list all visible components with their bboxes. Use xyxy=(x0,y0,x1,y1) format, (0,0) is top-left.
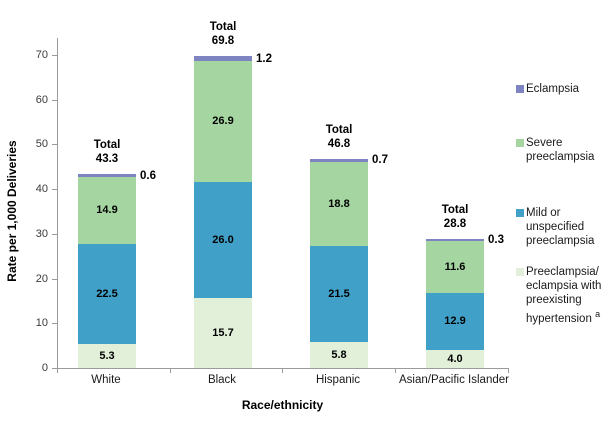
legend-swatch xyxy=(516,85,524,93)
total-label: Total 43.3 xyxy=(93,139,121,166)
total-label: Total 69.8 xyxy=(209,20,237,47)
segment-value: 5.3 xyxy=(99,350,115,363)
legend-swatch xyxy=(516,139,524,147)
segment-value: 4.0 xyxy=(447,353,463,366)
y-tick-label: 70 xyxy=(35,49,48,61)
segment-mild: 21.5 xyxy=(310,245,368,343)
segment-mild: 22.5 xyxy=(78,243,136,345)
x-category-label: White xyxy=(91,374,121,386)
legend-item-eclampsia: Eclampsia xyxy=(516,82,615,96)
y-tick-label: 0 xyxy=(41,362,48,374)
x-tick-mark xyxy=(395,369,396,373)
chart-legend: Eclampsia Severe preeclampsia Mild or unsp… xyxy=(516,80,615,340)
segment-severe: 14.9 xyxy=(78,177,136,244)
bar-asian-pacific-islander: 4.0 12.9 11.6 xyxy=(426,239,484,368)
legend-item-mild: Mild or unspecified preeclampsia xyxy=(516,206,615,248)
total-label: Total 46.8 xyxy=(325,123,353,150)
legend-label: Preeclampsia/ eclampsia with preexisting… xyxy=(526,266,602,325)
eclampsia-value: 0.7 xyxy=(372,154,388,167)
legend-item-preeclampsia: Preeclampsia/ eclampsia with preexisting… xyxy=(516,265,615,326)
legend-swatch xyxy=(516,268,524,276)
segment-value: 26.9 xyxy=(212,115,234,128)
legend-label: Mild or unspecified preeclampsia xyxy=(526,207,595,247)
total-label: Total 28.8 xyxy=(441,204,469,231)
y-tick-label: 40 xyxy=(35,183,48,196)
segment-eclampsia xyxy=(310,158,368,162)
y-tick-label: 10 xyxy=(35,317,48,330)
bar-hispanic: 5.8 21.5 18.8 xyxy=(310,158,368,368)
segment-severe: 26.9 xyxy=(194,61,252,182)
legend-swatch xyxy=(516,209,524,217)
segment-eclampsia xyxy=(426,239,484,241)
segment-value: 14.9 xyxy=(96,204,118,217)
y-tick-label: 50 xyxy=(35,138,48,151)
x-tick-mark xyxy=(57,369,58,373)
segment-eclampsia xyxy=(194,55,252,62)
segment-value: 26.0 xyxy=(212,233,234,246)
bar-black: 15.7 26.0 26.9 xyxy=(194,55,252,368)
segment-value: 5.8 xyxy=(331,349,347,362)
eclampsia-value: 1.2 xyxy=(256,52,272,65)
segment-value: 21.5 xyxy=(328,288,350,301)
segment-mild: 26.0 xyxy=(194,181,252,298)
segment-mild: 12.9 xyxy=(426,292,484,351)
y-tick-mark xyxy=(52,233,57,235)
segment-value: 12.9 xyxy=(444,315,466,328)
legend-label: Eclampsia xyxy=(526,83,580,95)
plot-area: 5.3 22.5 14.9 0.6 Total 43.3 15.7 26.0 26.9 1.2 To… xyxy=(57,21,509,369)
legend-label: Severe preeclampsia xyxy=(526,137,595,163)
segment-severe: 11.6 xyxy=(426,240,484,293)
eclampsia-value: 0.6 xyxy=(140,169,156,182)
bar-white: 5.3 22.5 14.9 xyxy=(78,174,136,368)
x-category-label: Hispanic xyxy=(315,374,361,386)
segment-preeclampsia: 4.0 xyxy=(426,350,484,368)
segment-preeclampsia: 15.7 xyxy=(194,297,252,368)
y-tick-label: 20 xyxy=(35,272,48,285)
x-category-label: Black xyxy=(207,374,237,386)
y-tick-label: 30 xyxy=(35,227,48,240)
x-tick-mark xyxy=(508,369,509,373)
x-tick-mark xyxy=(282,369,283,373)
eclampsia-value: 0.3 xyxy=(488,233,504,246)
segment-preeclampsia: 5.8 xyxy=(310,342,368,368)
y-tick-mark xyxy=(52,99,57,101)
segment-preeclampsia: 5.3 xyxy=(78,344,136,368)
segment-value: 11.6 xyxy=(444,260,466,273)
legend-item-severe: Severe preeclampsia xyxy=(516,136,615,164)
segment-eclampsia xyxy=(78,174,136,178)
x-category-label: Asian/Pacific Islander xyxy=(399,374,509,386)
y-tick-mark xyxy=(52,144,57,146)
x-tick-mark xyxy=(170,369,171,373)
y-tick-mark xyxy=(52,368,57,369)
segment-value: 22.5 xyxy=(96,288,118,301)
x-axis-title: Race/ethnicity xyxy=(241,398,324,412)
segment-severe: 18.8 xyxy=(310,161,368,246)
y-tick-mark xyxy=(52,189,57,191)
y-tick-mark xyxy=(52,55,57,56)
y-tick-mark xyxy=(52,278,57,280)
y-tick-mark xyxy=(52,323,57,325)
segment-value: 18.8 xyxy=(328,197,350,210)
y-tick-label: 60 xyxy=(35,93,48,106)
segment-value: 15.7 xyxy=(212,326,234,339)
